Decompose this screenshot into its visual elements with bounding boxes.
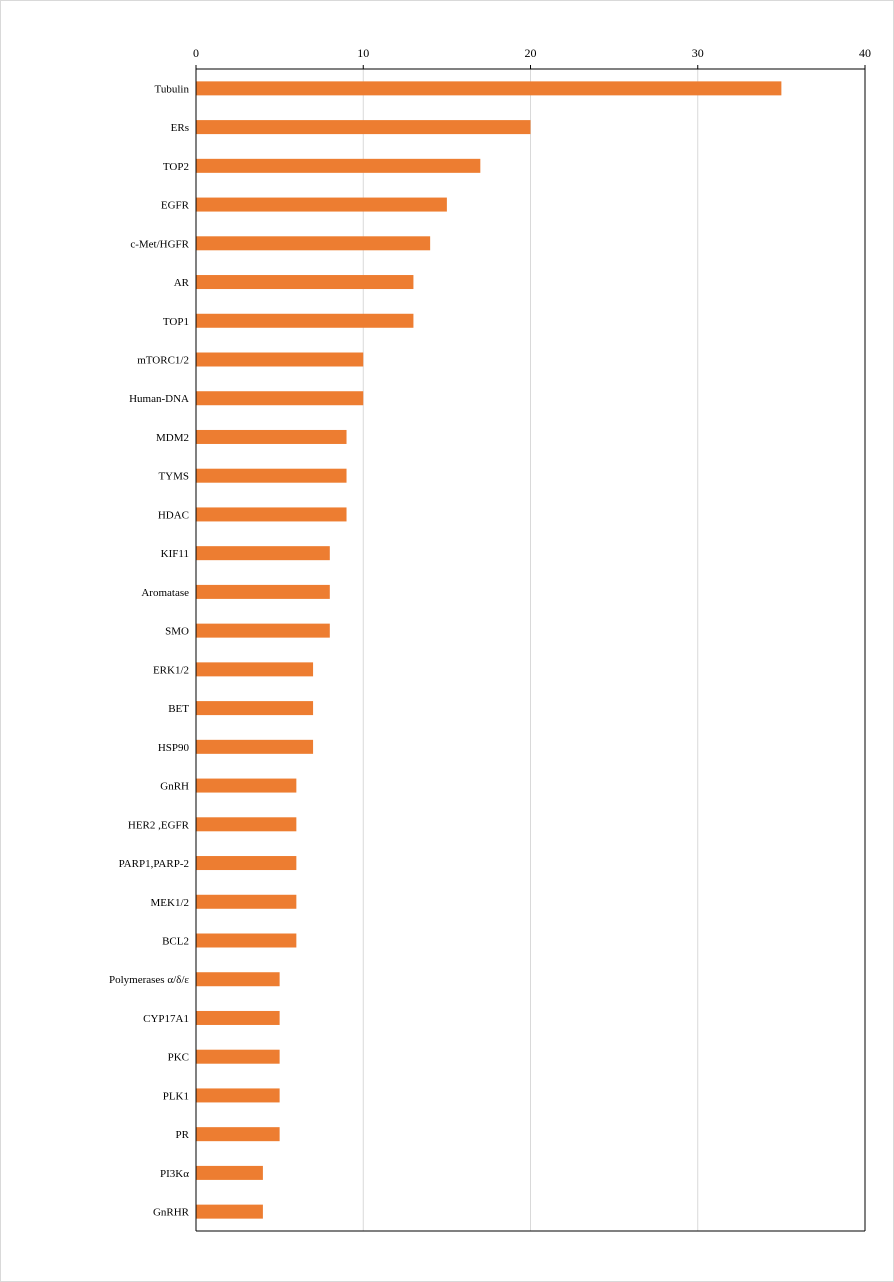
category-label: BCL2 [162, 936, 189, 948]
category-label: Tubulin [155, 83, 190, 95]
category-label: MEK1/2 [151, 897, 190, 909]
category-label: MDM2 [156, 432, 189, 444]
bar [196, 739, 314, 754]
axes [195, 65, 866, 1232]
bar [196, 158, 481, 173]
bar [196, 197, 447, 212]
bar [196, 429, 347, 444]
x-tick-labels: 0 10 20 30 40 [193, 46, 871, 60]
bar [196, 313, 414, 328]
bar [196, 120, 531, 135]
bar [196, 1049, 280, 1064]
category-label: PR [176, 1129, 190, 1141]
category-label: mTORC1/2 [137, 355, 189, 367]
category-label: GnRH [160, 781, 189, 793]
bars [196, 81, 782, 1219]
category-label: PKC [168, 1052, 189, 1064]
bar [196, 817, 297, 832]
x-tick-label: 40 [859, 46, 871, 60]
bar [196, 236, 431, 251]
category-label: TYMS [158, 471, 189, 483]
bar [196, 1127, 280, 1142]
category-label: ERK1/2 [153, 664, 189, 676]
bar [196, 972, 280, 987]
category-label: Aromatase [141, 587, 189, 599]
bar [196, 468, 347, 483]
bar [196, 81, 782, 96]
category-label: TOP2 [163, 161, 189, 173]
category-label: BET [168, 703, 189, 715]
bar [196, 275, 414, 290]
bar [196, 856, 297, 871]
x-tick-label: 30 [692, 46, 704, 60]
bar [196, 1088, 280, 1103]
category-labels: Tubulin ERs TOP2 EGFR c-Met/HGFR AR TOP1 mTORC1… [109, 83, 190, 1218]
category-label: AR [174, 277, 190, 289]
bar [196, 1204, 263, 1219]
category-label: PI3Kα [160, 1168, 189, 1180]
gridlines [362, 69, 866, 1231]
category-label: Polymerases α/δ/ε [109, 974, 189, 986]
bar [196, 933, 297, 948]
bar [196, 391, 364, 406]
bar [196, 623, 330, 638]
x-tick-label: 20 [525, 46, 537, 60]
bar [196, 546, 330, 561]
x-tick-label: 0 [193, 46, 199, 60]
bar [196, 894, 297, 909]
category-label: PLK1 [163, 1090, 189, 1102]
category-label: CYP17A1 [143, 1013, 189, 1025]
bar [196, 352, 364, 367]
category-label: ERs [171, 122, 189, 134]
category-label: HDAC [158, 509, 189, 521]
bar [196, 1165, 263, 1180]
category-label: TOP1 [163, 316, 189, 328]
bar [196, 662, 314, 677]
x-tick-label: 10 [357, 46, 369, 60]
bar [196, 507, 347, 522]
category-label: HSP90 [158, 742, 190, 754]
category-label: GnRHR [153, 1207, 190, 1219]
bar [196, 584, 330, 599]
category-label: PARP1,PARP-2 [119, 858, 189, 870]
category-label: KIF11 [161, 548, 189, 560]
category-label: SMO [165, 626, 189, 638]
bar [196, 1010, 280, 1025]
category-label: HER2 ,EGFR [128, 819, 190, 831]
category-label: Human-DNA [129, 393, 189, 405]
bar [196, 778, 297, 793]
category-label: c-Met/HGFR [130, 238, 189, 250]
category-label: EGFR [161, 200, 190, 212]
bar [196, 701, 314, 716]
